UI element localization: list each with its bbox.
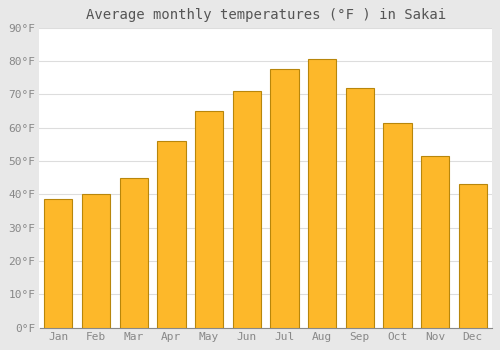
Bar — [458, 184, 487, 328]
Bar — [44, 199, 72, 328]
Bar — [232, 91, 261, 328]
Bar — [158, 141, 186, 328]
Bar — [195, 111, 223, 328]
Bar — [308, 59, 336, 328]
Bar — [384, 122, 411, 328]
Bar — [346, 88, 374, 328]
Bar — [120, 177, 148, 328]
Title: Average monthly temperatures (°F ) in Sakai: Average monthly temperatures (°F ) in Sa… — [86, 8, 446, 22]
Bar — [270, 69, 298, 328]
Bar — [82, 194, 110, 328]
Bar — [421, 156, 450, 328]
